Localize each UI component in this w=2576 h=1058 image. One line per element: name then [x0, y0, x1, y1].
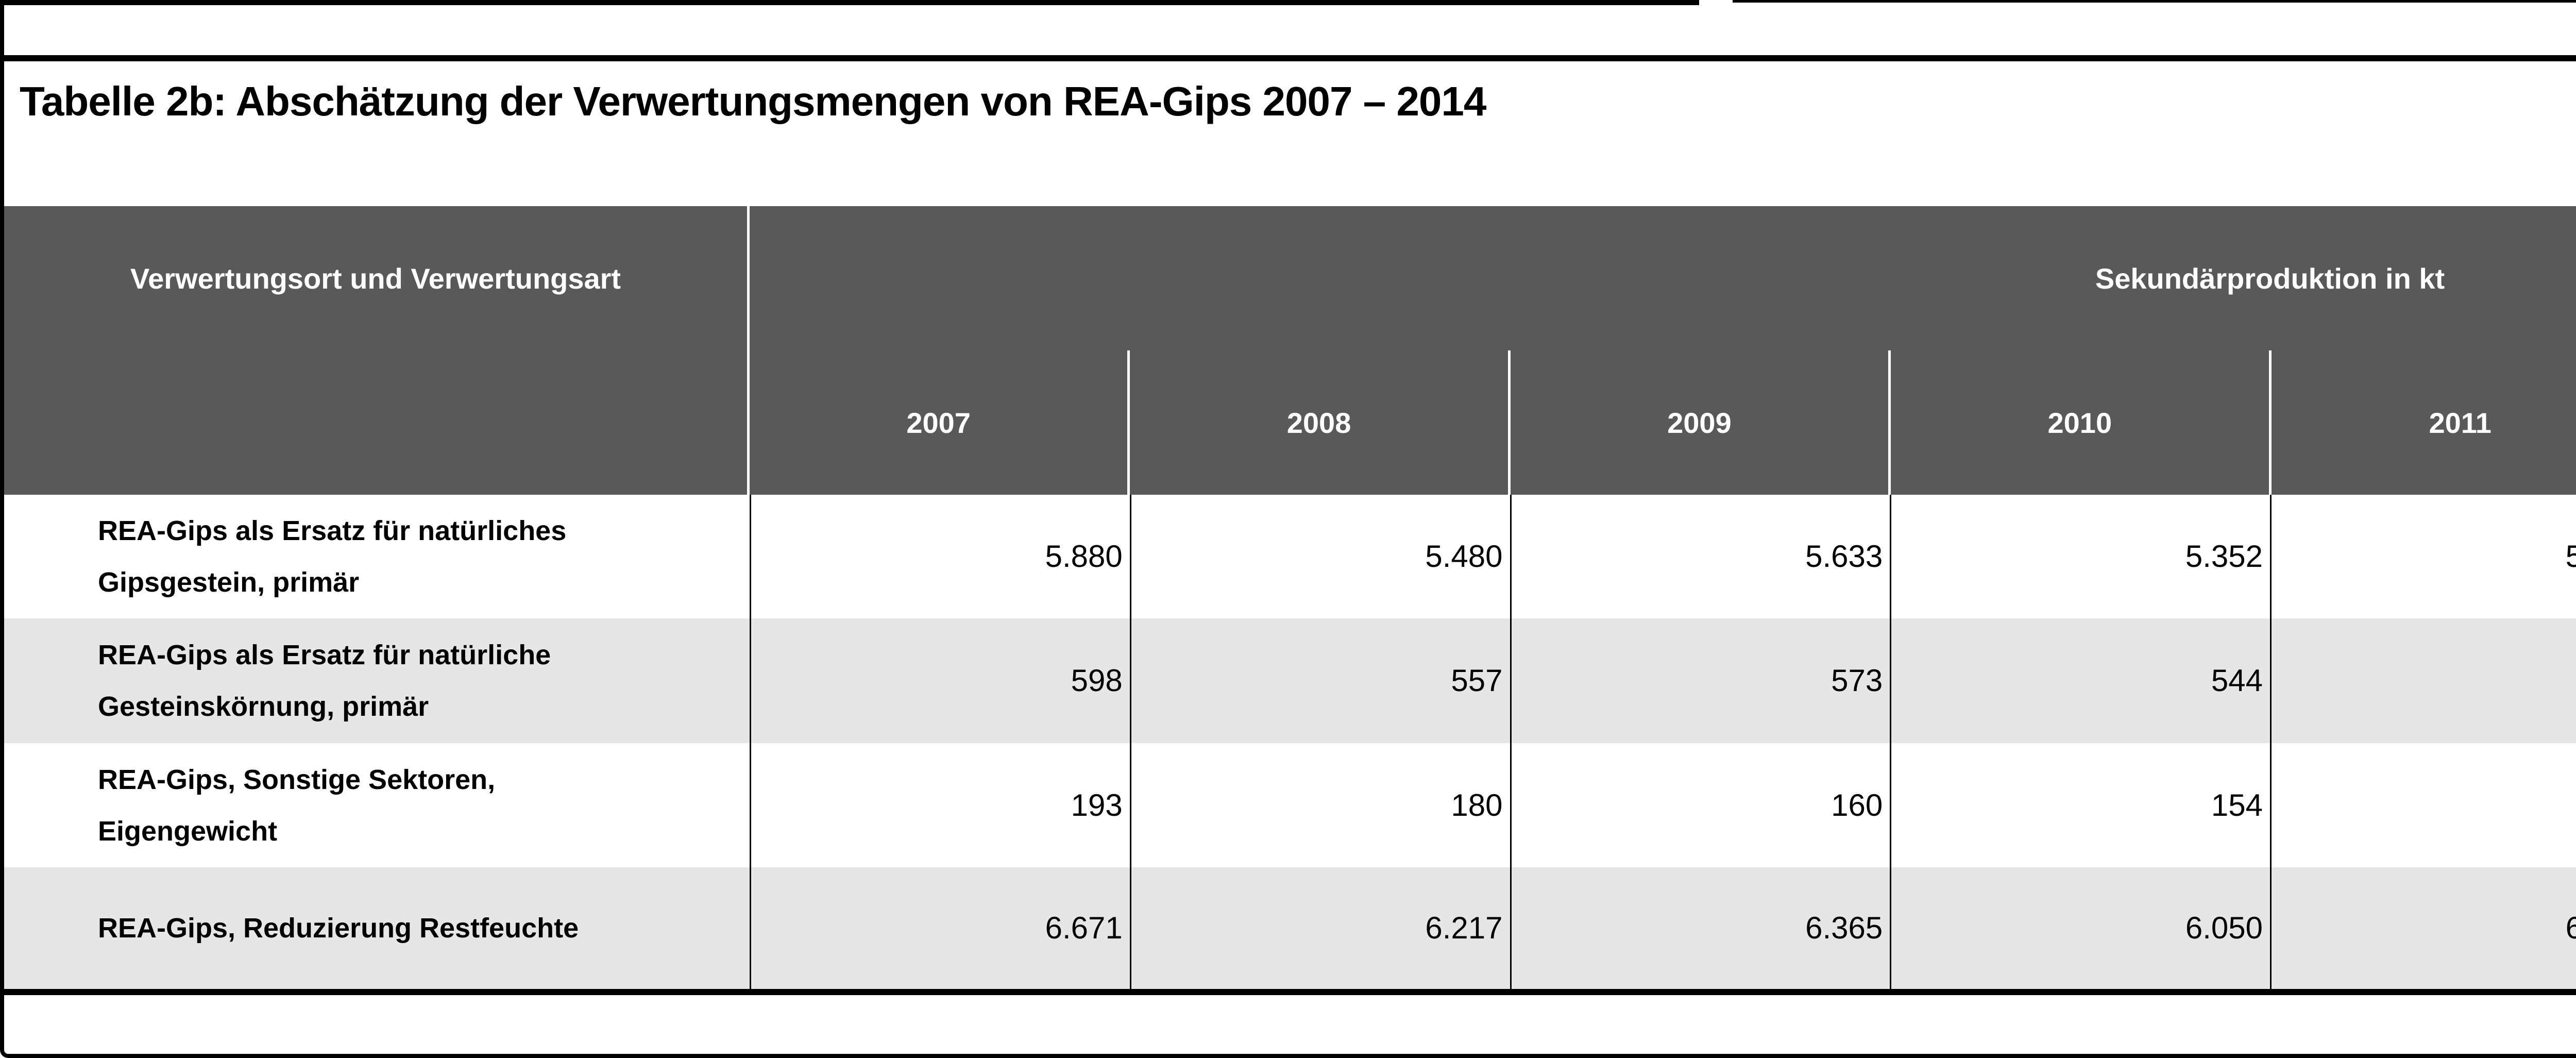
top-border-right-segment	[1733, 0, 2576, 3]
value-cell: 154	[1890, 743, 2270, 867]
header-year-spacer	[4, 350, 750, 495]
value-cell: 5.352	[1890, 495, 2270, 618]
year-label: 2009	[1667, 406, 1732, 439]
value-cell: 6.671	[750, 867, 1130, 989]
row-label: REA-Gips als Ersatz für natürliches Gips…	[98, 515, 567, 598]
cell-value: 5.633	[1805, 539, 1883, 574]
value-cell: 5.880	[750, 495, 1130, 618]
year-label: 2010	[2047, 406, 2112, 439]
table-title: Tabelle 2b: Abschätzung der Verwertungsm…	[20, 78, 1486, 124]
top-border-left-segment	[4, 0, 1699, 5]
table-top-rule	[4, 55, 2576, 61]
year-label: 2007	[906, 406, 971, 439]
header-cell-group: Sekundärproduktion in kt	[750, 206, 2576, 350]
header-category-label: Verwertungsort und Verwertungsart	[130, 262, 621, 295]
value-cell: 6.365	[1510, 867, 1890, 989]
header-year-2007: 2007	[750, 350, 1127, 495]
row-label-cell: REA-Gips als Ersatz für natürliches Gips…	[4, 495, 750, 618]
table-row: REA-Gips als Ersatz für natürliches Gips…	[4, 495, 2576, 618]
header-cell-category: Verwertungsort und Verwertungsart	[4, 206, 750, 350]
cell-value: 6.565	[2566, 913, 2576, 944]
value-cell: 5.633	[1510, 495, 1890, 618]
value-cell: 193	[750, 743, 1130, 867]
value-cell: 176	[2270, 743, 2576, 867]
table-row: REA-Gips, Reduzierung Restfeuchte 6.671 …	[4, 867, 2576, 989]
cell-value: 180	[1451, 787, 1503, 822]
header-top-band: Verwertungsort und Verwertungsart Sekund…	[4, 206, 2576, 350]
header-year-2011: 2011	[2268, 350, 2576, 495]
cell-value: 193	[1071, 787, 1123, 822]
cell-value: 5.352	[2185, 539, 2263, 574]
top-margin	[4, 5, 2576, 55]
cell-value: 573	[1831, 663, 1883, 698]
row-label: REA-Gips als Ersatz für natürliche Geste…	[98, 640, 551, 722]
year-label: 2008	[1286, 406, 1351, 439]
header-group-label: Sekundärproduktion in kt	[2095, 262, 2445, 295]
cell-value: 160	[1831, 787, 1883, 822]
cell-value: 557	[1451, 663, 1503, 698]
cell-value: 6.365	[1805, 911, 1883, 945]
title-row: Tabelle 2b: Abschätzung der Verwertungsm…	[4, 61, 2576, 206]
table-row: REA-Gips als Ersatz für natürliche Geste…	[4, 618, 2576, 743]
table-row: REA-Gips, Sonstige Sektoren, Eigengewich…	[4, 743, 2576, 867]
cell-value: 154	[2211, 787, 2263, 822]
value-cell: 6.050	[1890, 867, 2270, 989]
row-label: REA-Gips, Sonstige Sektoren, Eigengewich…	[98, 764, 496, 847]
cell-value: 5.480	[1425, 539, 1503, 574]
value-cell: 573	[1510, 618, 1890, 743]
header-year-2008: 2008	[1127, 350, 1507, 495]
row-label-cell: REA-Gips, Reduzierung Restfeuchte	[4, 867, 750, 989]
value-cell: 160	[1510, 743, 1890, 867]
cell-value: 5.799	[2566, 541, 2576, 572]
value-cell: 557	[1129, 618, 1510, 743]
cell-value: 598	[1071, 663, 1123, 698]
value-cell: 598	[750, 618, 1130, 743]
header-year-2010: 2010	[1888, 350, 2268, 495]
value-cell: 5.799	[2270, 495, 2576, 618]
source-row: Quelle: Umweltbundesamt, FKZ 3714 93 316…	[4, 995, 2576, 1054]
value-cell: 5.480	[1129, 495, 1510, 618]
value-cell: 590	[2270, 618, 2576, 743]
outer-top-border	[4, 0, 2576, 5]
value-cell: 6.565	[2270, 867, 2576, 989]
value-cell: 6.217	[1129, 867, 1510, 989]
row-label-cell: REA-Gips, Sonstige Sektoren, Eigengewich…	[4, 743, 750, 867]
table-bottom-rule	[4, 989, 2576, 995]
row-label: REA-Gips, Reduzierung Restfeuchte	[98, 913, 579, 944]
year-label: 2011	[2429, 406, 2492, 439]
header-year-2009: 2009	[1507, 350, 1888, 495]
cell-value: 6.050	[2185, 911, 2263, 945]
header-year-band: 2007 2008 2009 2010 2011 2012 2013 2014	[4, 350, 2576, 495]
cell-value: 6.671	[1045, 911, 1123, 945]
value-cell: 544	[1890, 618, 2270, 743]
table-header: Verwertungsort und Verwertungsart Sekund…	[4, 206, 2576, 495]
cell-value: 6.217	[1425, 911, 1503, 945]
value-cell: 180	[1129, 743, 1510, 867]
cell-value: 544	[2211, 663, 2263, 698]
cell-value: 5.880	[1045, 539, 1123, 574]
row-label-cell: REA-Gips als Ersatz für natürliche Geste…	[4, 618, 750, 743]
